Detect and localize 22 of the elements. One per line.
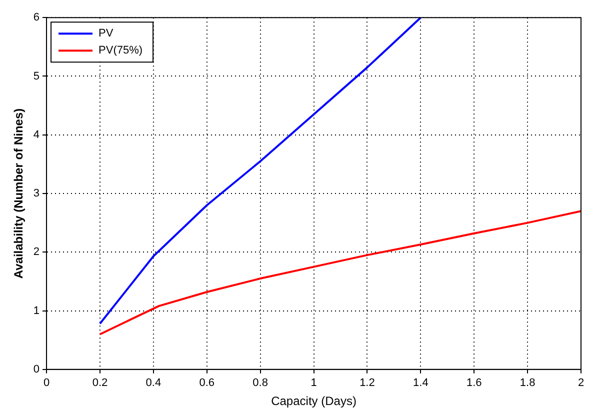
legend-label: PV [98, 28, 114, 40]
x-tick-label: 0.8 [252, 377, 268, 390]
x-tick-label: 1.8 [520, 377, 536, 390]
x-tick-label: 1.4 [413, 377, 428, 390]
y-tick-label: 6 [33, 12, 40, 24]
x-axis-title: Capacity (Days) [271, 394, 356, 408]
x-tick-label: 0.6 [199, 377, 215, 390]
y-axis-title: Availability (Number of Nines) [12, 108, 26, 279]
y-tick-label: 4 [33, 128, 40, 141]
x-tick-label: 2 [578, 377, 584, 390]
y-tick-label: 2 [33, 246, 40, 258]
x-tick-label: 1 [310, 377, 317, 390]
x-tick-label: 0.2 [92, 377, 108, 390]
x-tick-label: 1.6 [466, 377, 482, 390]
x-tick-label: 0 [43, 377, 50, 390]
y-tick-label: 5 [33, 70, 40, 82]
y-tick-label: 3 [33, 188, 40, 200]
y-tick-label: 0 [33, 363, 40, 376]
y-tick-label: 1 [33, 304, 40, 317]
x-tick-label: 1.2 [360, 377, 375, 390]
legend-label: PV(75%) [98, 44, 143, 57]
x-tick-label: 0.4 [146, 377, 162, 390]
